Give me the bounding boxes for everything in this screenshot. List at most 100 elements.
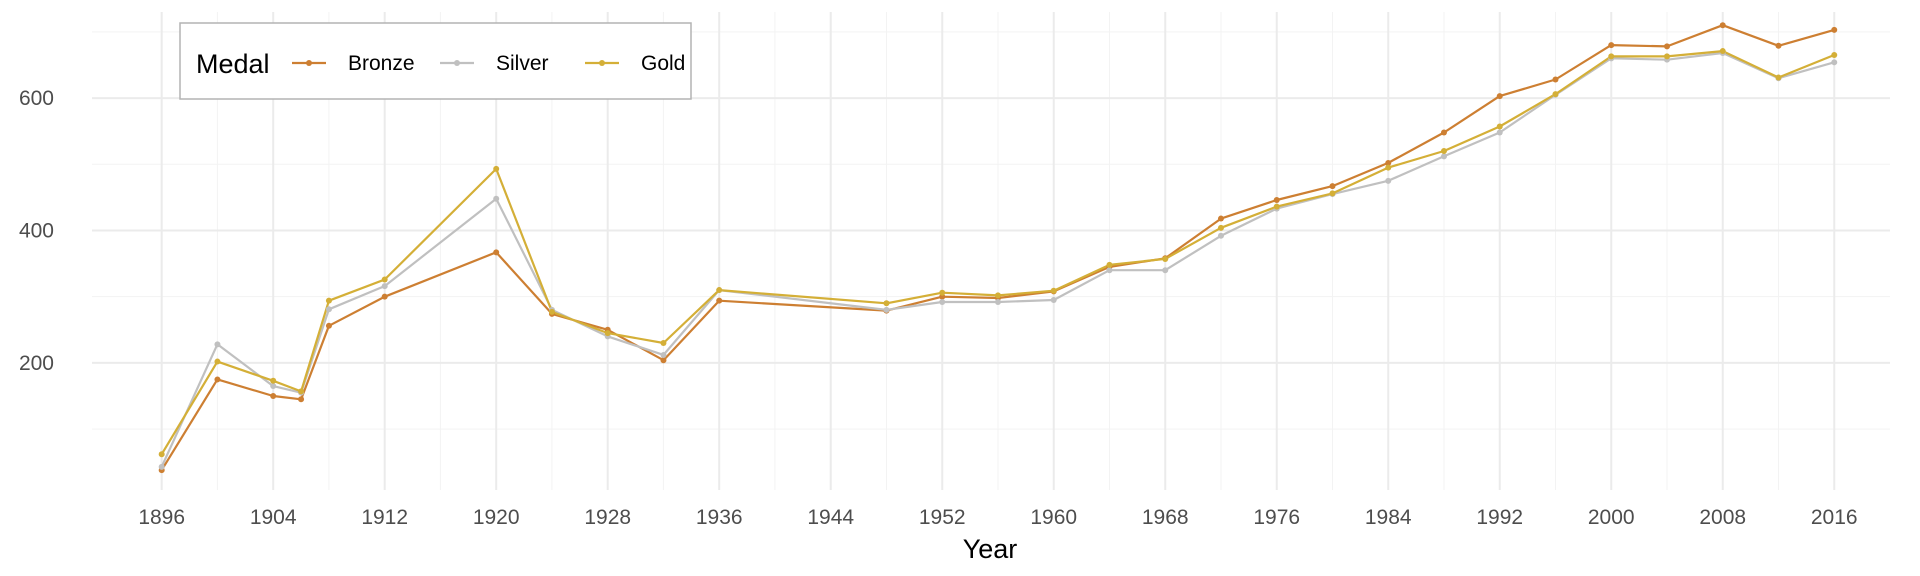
x-tick-label: 1920 <box>473 506 520 529</box>
data-point-gold <box>1775 74 1782 81</box>
x-tick-label: 1968 <box>1142 506 1189 529</box>
y-tick-label: 200 <box>19 352 54 375</box>
data-point-gold <box>1050 287 1057 294</box>
data-point-bronze <box>325 322 332 329</box>
data-point-gold <box>548 308 555 315</box>
legend-box <box>179 22 692 100</box>
data-point-gold <box>1719 48 1726 55</box>
series-points <box>158 22 1838 474</box>
data-point-gold <box>716 287 723 294</box>
data-point-silver <box>158 463 165 470</box>
y-tick-label: 600 <box>19 87 54 110</box>
data-point-silver <box>1440 153 1447 160</box>
data-point-bronze <box>1552 76 1559 83</box>
data-point-gold <box>1440 148 1447 155</box>
data-point-bronze <box>1831 26 1838 33</box>
legend-label-bronze: Bronze <box>348 52 415 75</box>
x-tick-label: 1944 <box>807 506 854 529</box>
y-tick-label: 400 <box>19 219 54 242</box>
data-point-gold <box>1385 164 1392 171</box>
data-point-bronze <box>1719 22 1726 29</box>
data-point-gold <box>1162 255 1169 262</box>
data-point-silver <box>1217 232 1224 239</box>
x-tick-label: 2016 <box>1811 506 1858 529</box>
y-axis-tick-labels: 200 400 600 <box>19 87 54 375</box>
data-point-bronze <box>1385 159 1392 166</box>
data-point-silver <box>493 195 500 202</box>
data-point-gold <box>1663 53 1670 60</box>
data-point-silver <box>660 351 667 358</box>
data-point-gold <box>381 276 388 283</box>
data-point-bronze <box>1329 183 1336 190</box>
data-point-gold <box>1552 91 1559 98</box>
x-tick-label: 1896 <box>138 506 185 529</box>
data-point-gold <box>270 377 277 384</box>
legend-key-point-gold <box>599 60 605 66</box>
data-point-silver <box>214 341 221 348</box>
x-axis-title: Year <box>963 534 1018 564</box>
data-point-gold <box>1273 203 1280 210</box>
data-point-gold <box>939 289 946 296</box>
legend-title: Medal <box>196 49 270 79</box>
x-tick-label: 1960 <box>1030 506 1077 529</box>
data-point-gold <box>158 451 165 458</box>
data-point-silver <box>883 306 890 313</box>
x-tick-label: 1952 <box>919 506 966 529</box>
data-point-bronze <box>1608 42 1615 49</box>
data-point-gold <box>604 330 611 337</box>
data-point-bronze <box>1440 129 1447 136</box>
legend-label-gold: Gold <box>641 52 685 75</box>
data-point-silver <box>1831 59 1838 66</box>
x-tick-label: 1992 <box>1476 506 1523 529</box>
data-point-gold <box>1106 261 1113 268</box>
data-point-gold <box>660 340 667 347</box>
data-point-silver <box>1385 177 1392 184</box>
data-point-gold <box>1217 224 1224 231</box>
data-point-silver <box>939 298 946 305</box>
legend-key-point-bronze <box>306 60 312 66</box>
data-point-gold <box>298 388 305 395</box>
data-point-bronze <box>1273 197 1280 204</box>
data-point-gold <box>883 300 890 307</box>
x-tick-label: 2000 <box>1588 506 1635 529</box>
data-point-bronze <box>716 297 723 304</box>
x-tick-label: 2008 <box>1699 506 1746 529</box>
x-tick-label: 1976 <box>1253 506 1300 529</box>
data-point-bronze <box>214 376 221 383</box>
x-tick-label: 1928 <box>584 506 631 529</box>
legend: Medal Bronze Silver Gold <box>179 22 692 100</box>
x-tick-label: 1904 <box>250 506 297 529</box>
data-point-bronze <box>660 357 667 364</box>
x-tick-label: 1912 <box>361 506 408 529</box>
data-point-silver <box>270 383 277 390</box>
x-axis-tick-labels: 1896 1904 1912 1920 1928 1936 1944 1952 1960 1968… <box>138 506 1857 529</box>
x-tick-label: 1984 <box>1365 506 1412 529</box>
data-point-silver <box>1496 129 1503 136</box>
data-point-gold <box>1831 52 1838 59</box>
data-point-silver <box>325 306 332 313</box>
legend-label-silver: Silver <box>496 52 549 75</box>
data-point-bronze <box>1775 42 1782 49</box>
x-tick-label: 1936 <box>696 506 743 529</box>
data-point-silver <box>381 283 388 290</box>
data-point-bronze <box>298 396 305 403</box>
data-point-bronze <box>493 249 500 256</box>
legend-key-point-silver <box>454 60 460 66</box>
data-point-gold <box>493 165 500 172</box>
legend-items: Bronze Silver Gold <box>292 52 685 75</box>
data-point-gold <box>214 358 221 365</box>
data-point-gold <box>325 297 332 304</box>
data-point-gold <box>1608 53 1615 60</box>
data-point-bronze <box>1217 215 1224 222</box>
data-point-gold <box>994 292 1001 299</box>
data-point-silver <box>994 298 1001 305</box>
data-point-silver <box>1050 296 1057 303</box>
data-point-bronze <box>1663 43 1670 50</box>
data-point-gold <box>1329 190 1336 197</box>
data-point-bronze <box>1496 93 1503 100</box>
data-point-bronze <box>270 392 277 399</box>
data-point-bronze <box>381 293 388 300</box>
gridlines <box>92 12 1890 490</box>
data-point-silver <box>1162 267 1169 274</box>
